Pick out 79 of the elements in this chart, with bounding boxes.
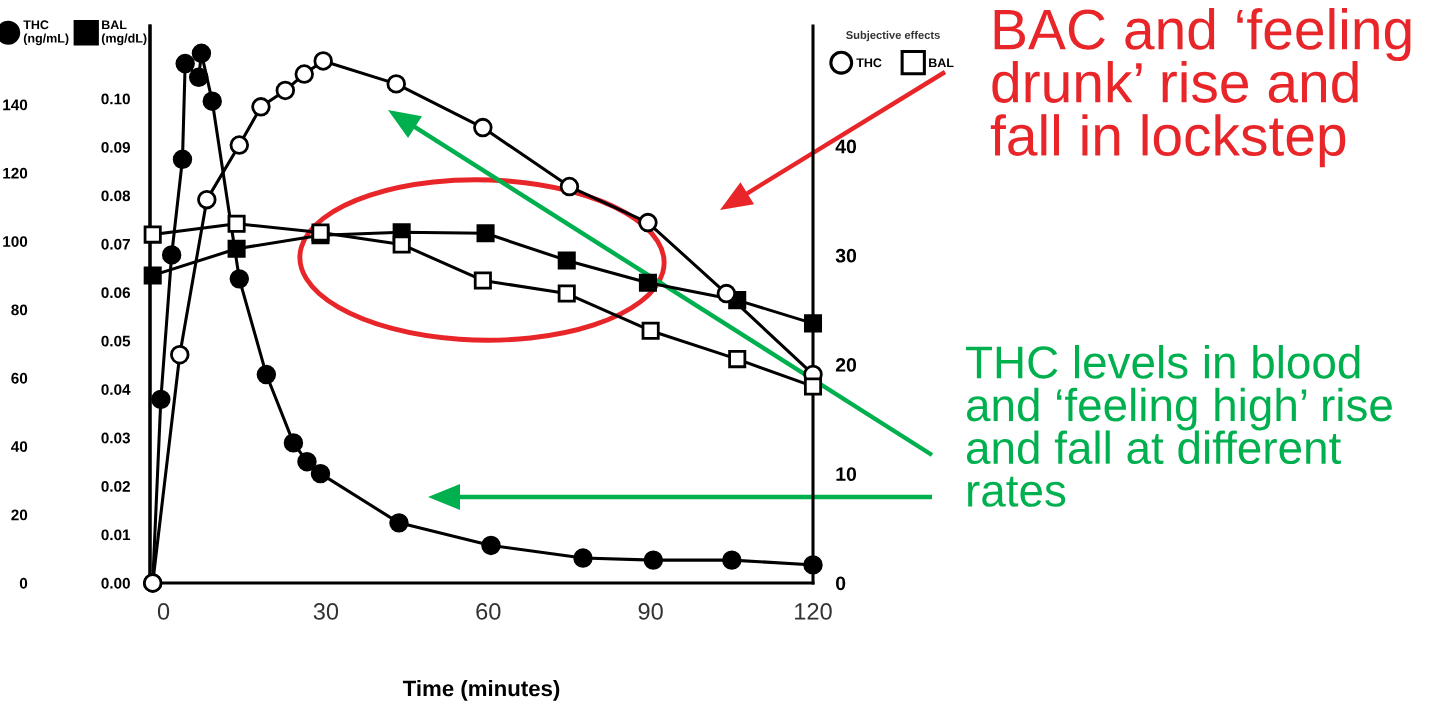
- y-tick-label: 80: [11, 304, 28, 316]
- y2-tick-label: 0.05: [101, 335, 131, 347]
- x-tick-label: 60: [476, 603, 501, 620]
- point: [251, 97, 271, 117]
- point: [229, 269, 250, 289]
- point: [283, 433, 304, 453]
- point: [638, 273, 657, 292]
- point: [294, 64, 314, 84]
- point: [256, 364, 277, 385]
- legend-label: THC: [856, 58, 882, 68]
- point: [170, 345, 190, 365]
- point: [275, 80, 296, 101]
- point: [481, 535, 501, 556]
- point: [803, 377, 823, 396]
- legend-label: BAL: [929, 58, 954, 68]
- text: BAC and ‘feeling drunk’ rise and fall in lockstep: [990, 8, 1411, 168]
- y-tick-label: 100: [3, 236, 28, 247]
- point: [172, 149, 193, 169]
- point: [175, 53, 195, 74]
- point: [473, 271, 492, 290]
- point: [641, 321, 660, 340]
- point: [143, 266, 162, 285]
- x-tick-label: 120: [795, 603, 832, 620]
- y2-tick-label: 0.07: [101, 238, 130, 250]
- x-tick-label: 30: [313, 603, 339, 620]
- point: [229, 135, 250, 155]
- point: [227, 214, 246, 233]
- y2-tick-label: 0.03: [101, 432, 131, 444]
- y2-tick-label: 0.04: [101, 384, 131, 395]
- y3-tick-label: 40: [835, 139, 857, 154]
- y3-axis-title: Subjective effects: [846, 30, 940, 42]
- x-tick-label: 90: [638, 603, 663, 620]
- y2-tick-label: 0.10: [101, 93, 130, 105]
- point: [143, 225, 162, 244]
- legend-label: BAL (mg/dL): [101, 20, 147, 46]
- y-tick-label: 0: [19, 577, 28, 589]
- point: [392, 235, 411, 254]
- point: [197, 189, 217, 210]
- y2-tick-label: 0.01: [101, 529, 131, 541]
- point: [227, 239, 246, 258]
- y2-tick-label: 0.09: [101, 141, 130, 153]
- point: [573, 548, 593, 568]
- point: [389, 513, 409, 533]
- y-tick-label: 20: [11, 509, 28, 521]
- point: [191, 43, 212, 64]
- y3-tick-label: 20: [835, 358, 857, 372]
- point: [722, 550, 742, 570]
- y2-tick-label: 0.08: [101, 190, 131, 202]
- y-tick-label: 120: [3, 167, 28, 179]
- point: [716, 283, 737, 304]
- y3-tick-label: 30: [835, 248, 857, 263]
- y3-tick-label: 0: [835, 576, 846, 591]
- point: [202, 91, 222, 111]
- legend-label: THC (ng/mL): [23, 20, 69, 46]
- y2-tick-label: 0.06: [101, 287, 131, 299]
- point: [559, 176, 580, 197]
- x-axis-title: Time (minutes): [402, 680, 560, 701]
- y2-tick-label: 0.02: [101, 481, 130, 492]
- point: [557, 251, 576, 270]
- y2-tick-label: 0.00: [101, 577, 130, 589]
- point: [313, 51, 333, 71]
- point: [386, 74, 406, 94]
- text: THC levels in blood and ‘feeling high’ rise and fall at different rates: [966, 345, 1392, 507]
- y-tick-label: 60: [11, 372, 28, 384]
- x-tick-label: 0: [157, 603, 170, 620]
- y-tick-label: 40: [11, 441, 28, 452]
- point: [476, 224, 495, 243]
- y3-tick-label: 10: [836, 467, 857, 482]
- point: [728, 350, 747, 369]
- point: [638, 212, 658, 233]
- point: [310, 463, 331, 484]
- point: [161, 245, 182, 265]
- point: [557, 284, 576, 303]
- y-tick-label: 140: [3, 99, 28, 111]
- point: [188, 67, 209, 87]
- point: [643, 550, 664, 570]
- point: [297, 451, 317, 472]
- point: [473, 117, 493, 138]
- point: [151, 389, 171, 410]
